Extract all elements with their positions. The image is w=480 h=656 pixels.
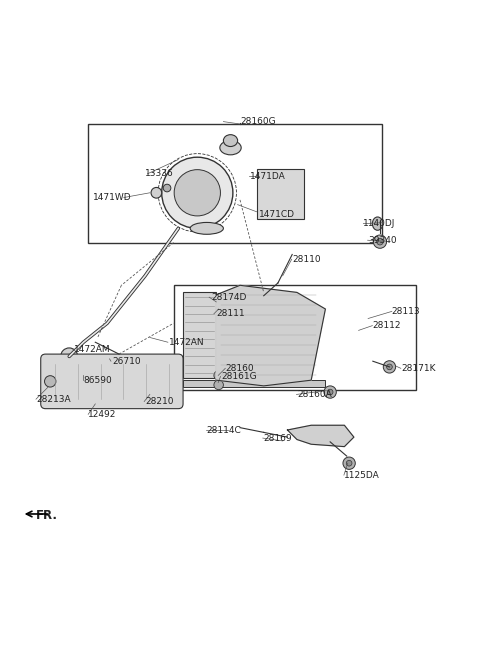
Text: 1125DA: 1125DA <box>344 470 380 480</box>
Text: 1472AN: 1472AN <box>169 338 204 347</box>
Text: 39340: 39340 <box>368 236 397 245</box>
Text: 12492: 12492 <box>88 410 117 419</box>
Text: 1472AM: 1472AM <box>74 345 110 354</box>
Text: 28160A: 28160A <box>297 390 332 399</box>
Text: 28160G: 28160G <box>240 117 276 126</box>
Circle shape <box>174 170 220 216</box>
Text: 28174D: 28174D <box>212 293 247 302</box>
Polygon shape <box>216 285 325 386</box>
Circle shape <box>163 184 171 192</box>
Polygon shape <box>288 425 354 447</box>
Circle shape <box>214 371 223 380</box>
Bar <box>183 293 216 378</box>
Text: 28110: 28110 <box>292 255 321 264</box>
Circle shape <box>386 364 392 370</box>
Bar <box>183 380 325 387</box>
Text: 28160: 28160 <box>226 364 254 373</box>
Circle shape <box>384 361 396 373</box>
Text: 28210: 28210 <box>145 397 174 406</box>
Text: FR.: FR. <box>36 509 58 522</box>
FancyBboxPatch shape <box>257 169 304 219</box>
Ellipse shape <box>190 222 223 234</box>
Circle shape <box>343 457 355 470</box>
Text: 28113: 28113 <box>392 307 420 316</box>
Ellipse shape <box>372 217 383 230</box>
Text: 26710: 26710 <box>112 357 141 365</box>
Circle shape <box>214 380 223 390</box>
Text: 1140DJ: 1140DJ <box>363 219 396 228</box>
Circle shape <box>45 376 56 387</box>
Circle shape <box>151 188 162 198</box>
Circle shape <box>373 235 386 248</box>
FancyBboxPatch shape <box>41 354 183 409</box>
Text: 28213A: 28213A <box>36 395 71 403</box>
Circle shape <box>327 389 333 395</box>
Ellipse shape <box>223 134 238 146</box>
Circle shape <box>60 348 78 365</box>
Bar <box>174 285 416 390</box>
Text: 1471WD: 1471WD <box>93 193 132 202</box>
Text: 28169: 28169 <box>264 434 292 443</box>
Circle shape <box>324 386 336 398</box>
Text: 28111: 28111 <box>216 309 245 318</box>
Text: 28112: 28112 <box>373 321 401 330</box>
Ellipse shape <box>220 140 241 155</box>
Circle shape <box>346 461 352 466</box>
Text: 28171K: 28171K <box>401 364 436 373</box>
Circle shape <box>377 238 384 245</box>
Text: 86590: 86590 <box>84 376 112 384</box>
Text: 1471CD: 1471CD <box>259 210 295 218</box>
Text: 28114C: 28114C <box>207 426 241 434</box>
Text: 1471DA: 1471DA <box>250 172 285 180</box>
Bar <box>88 124 383 243</box>
Text: 13336: 13336 <box>145 169 174 178</box>
Text: 28161G: 28161G <box>221 372 257 381</box>
Circle shape <box>162 157 233 228</box>
